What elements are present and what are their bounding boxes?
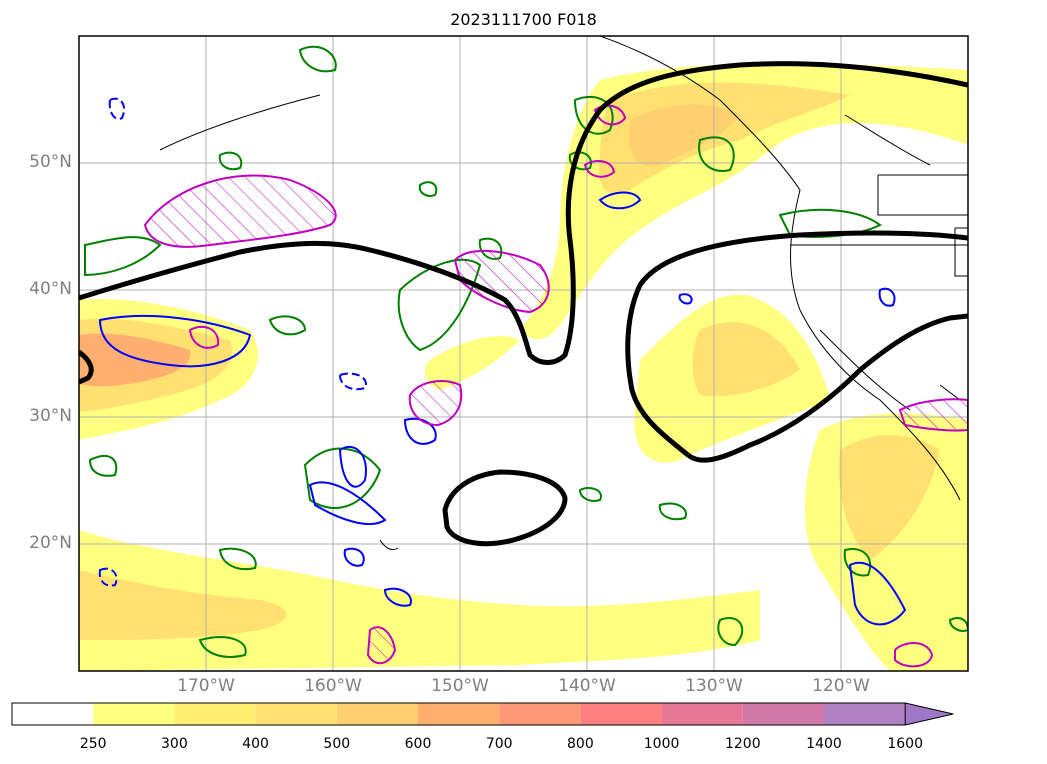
coastlines xyxy=(159,36,968,551)
map-frame xyxy=(78,35,969,672)
lon-label-170w: 170°W xyxy=(177,676,235,696)
colorbar-tick-label: 1000 xyxy=(643,736,680,752)
lon-label-130w: 130°W xyxy=(685,676,743,696)
colorbar-segment xyxy=(418,703,500,725)
colorbar-segment xyxy=(336,703,418,725)
colorbar-extend-arrow xyxy=(904,702,954,726)
colorbar-tick-label: 600 xyxy=(404,736,432,752)
map-title: 2023111700 F018 xyxy=(450,10,597,29)
colorbar-frame xyxy=(11,702,906,726)
colorbar-tick-label: 1200 xyxy=(724,736,761,752)
colorbar-tick-label: 800 xyxy=(567,736,594,752)
lon-label-120w: 120°W xyxy=(812,676,870,696)
colorbar-segment xyxy=(93,703,175,725)
colorbar-segment xyxy=(174,703,256,725)
colorbar-tick-label: 250 xyxy=(79,736,107,752)
green-contours xyxy=(84,45,968,658)
colorbar-segment xyxy=(255,703,337,725)
colorbar-tick-label: 300 xyxy=(161,736,188,752)
map-plot-area xyxy=(79,36,968,671)
lat-label-40n: 40°N xyxy=(29,279,72,299)
wind-speed-shading xyxy=(79,63,968,671)
colorbar-tick-label: 700 xyxy=(485,736,513,752)
colorbar-tick-label: 500 xyxy=(323,736,351,752)
lat-label-50n: 50°N xyxy=(29,152,72,172)
colorbar-segment xyxy=(499,703,581,725)
colorbar-segment xyxy=(12,703,94,725)
lon-label-140w: 140°W xyxy=(558,676,616,696)
colorbar-tick-label: 1400 xyxy=(806,736,842,752)
jet-contours xyxy=(79,61,968,547)
colorbar-tick-label: 1600 xyxy=(887,736,923,752)
colorbar-tick-label: 400 xyxy=(242,736,269,752)
colorbar-segment xyxy=(824,703,906,725)
lat-label-20n: 20°N xyxy=(29,533,72,553)
lon-label-160w: 160°W xyxy=(304,676,362,696)
colorbar xyxy=(11,702,954,726)
blue-contours xyxy=(98,97,907,626)
lat-label-30n: 30°N xyxy=(29,406,72,426)
lon-label-150w: 150°W xyxy=(431,676,489,696)
colorbar-segment xyxy=(742,703,824,725)
colorbar-segment xyxy=(661,703,743,725)
magenta-contours xyxy=(143,104,968,668)
colorbar-segment xyxy=(580,703,662,725)
